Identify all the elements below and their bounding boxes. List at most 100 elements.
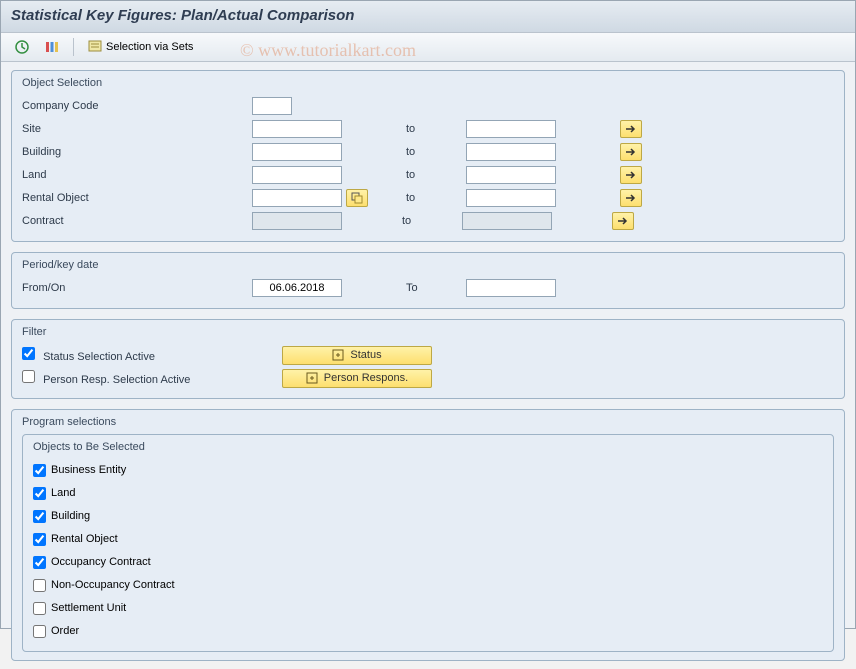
- expand-icon: [306, 372, 318, 384]
- text-person-selection: Person Resp. Selection Active: [43, 374, 190, 386]
- lbl-business-entity: Business Entity: [51, 464, 126, 476]
- lbl-obj-building: Building: [51, 510, 90, 522]
- lbl-obj-rental-object: Rental Object: [51, 533, 118, 545]
- row-obj-building: Building: [33, 505, 823, 527]
- status-button-label: Status: [350, 349, 381, 361]
- clock-execute-icon: [14, 39, 30, 55]
- page-title: Statistical Key Figures: Plan/Actual Com…: [11, 7, 845, 24]
- row-obj-occupancy-contract: Occupancy Contract: [33, 551, 823, 573]
- lookup-rental-object[interactable]: [346, 189, 368, 207]
- selection-sets-icon: [87, 39, 103, 55]
- input-rental-object-from[interactable]: [252, 189, 342, 207]
- row-obj-rental-object: Rental Object: [33, 528, 823, 550]
- lbl-order: Order: [51, 625, 79, 637]
- input-company-code[interactable]: [252, 97, 292, 115]
- label-from-on: From/On: [22, 282, 252, 294]
- row-building: Building to: [22, 141, 834, 163]
- arrow-right-icon: [617, 216, 629, 226]
- to-label-building: to: [406, 146, 466, 158]
- input-contract-to: [462, 212, 552, 230]
- chk-non-occupancy-contract[interactable]: [33, 579, 46, 592]
- execute-button[interactable]: [9, 36, 35, 58]
- toolbar: Selection via Sets: [1, 33, 855, 62]
- label-period-to: To: [406, 282, 466, 294]
- variant-icon: [44, 39, 60, 55]
- multi-select-contract[interactable]: [612, 212, 634, 230]
- to-label-land: to: [406, 169, 466, 181]
- row-contract: Contract to: [22, 210, 834, 232]
- multi-select-site[interactable]: [620, 120, 642, 138]
- input-site-to[interactable]: [466, 120, 556, 138]
- label-rental-object: Rental Object: [22, 192, 252, 204]
- input-from-date[interactable]: [252, 279, 342, 297]
- row-site: Site to: [22, 118, 834, 140]
- input-site-from[interactable]: [252, 120, 342, 138]
- text-status-selection: Status Selection Active: [43, 351, 155, 363]
- input-land-to[interactable]: [466, 166, 556, 184]
- input-building-to[interactable]: [466, 143, 556, 161]
- status-button[interactable]: Status: [282, 346, 432, 365]
- title-bar: Statistical Key Figures: Plan/Actual Com…: [1, 1, 855, 33]
- chk-business-entity[interactable]: [33, 464, 46, 477]
- chk-order[interactable]: [33, 625, 46, 638]
- content-area: Object Selection Company Code Site to Bu…: [1, 62, 855, 669]
- program-selections-legend: Program selections: [22, 416, 834, 428]
- person-respons-button-label: Person Respons.: [324, 372, 408, 384]
- label-building: Building: [22, 146, 252, 158]
- input-contract-from: [252, 212, 342, 230]
- lbl-settlement-unit: Settlement Unit: [51, 602, 126, 614]
- row-obj-non-occupancy-contract: Non-Occupancy Contract: [33, 574, 823, 596]
- arrow-right-icon: [625, 193, 637, 203]
- chk-status-selection[interactable]: [22, 347, 35, 360]
- period-legend: Period/key date: [22, 259, 834, 271]
- objects-to-be-selected-legend: Objects to Be Selected: [33, 441, 823, 453]
- row-company-code: Company Code: [22, 95, 834, 117]
- search-help-icon: [351, 192, 363, 204]
- input-rental-object-to[interactable]: [466, 189, 556, 207]
- lbl-non-occupancy-contract: Non-Occupancy Contract: [51, 579, 175, 591]
- filter-legend: Filter: [22, 326, 834, 338]
- expand-icon: [332, 349, 344, 361]
- row-period: From/On To: [22, 277, 834, 299]
- chk-obj-building[interactable]: [33, 510, 46, 523]
- program-selections-group: Program selections Objects to Be Selecte…: [11, 409, 845, 661]
- selection-via-sets-label: Selection via Sets: [106, 41, 193, 53]
- arrow-right-icon: [625, 124, 637, 134]
- row-obj-business-entity: Business Entity: [33, 459, 823, 481]
- label-contract: Contract: [22, 215, 252, 227]
- person-respons-button[interactable]: Person Respons.: [282, 369, 432, 388]
- chk-obj-land[interactable]: [33, 487, 46, 500]
- lbl-obj-land: Land: [51, 487, 75, 499]
- row-person-filter: Person Resp. Selection Active Person Res…: [22, 367, 834, 389]
- multi-select-rental-object[interactable]: [620, 189, 642, 207]
- object-selection-group: Object Selection Company Code Site to Bu…: [11, 70, 845, 242]
- chk-settlement-unit[interactable]: [33, 602, 46, 615]
- multi-select-land[interactable]: [620, 166, 642, 184]
- object-selection-legend: Object Selection: [22, 77, 834, 89]
- row-obj-settlement-unit: Settlement Unit: [33, 597, 823, 619]
- to-label-contract: to: [402, 215, 462, 227]
- input-building-from[interactable]: [252, 143, 342, 161]
- to-label-site: to: [406, 123, 466, 135]
- row-status-filter: Status Selection Active Status: [22, 344, 834, 366]
- row-land: Land to: [22, 164, 834, 186]
- label-person-selection: Person Resp. Selection Active: [22, 370, 252, 386]
- chk-obj-rental-object[interactable]: [33, 533, 46, 546]
- row-obj-order: Order: [33, 620, 823, 642]
- label-status-selection: Status Selection Active: [22, 347, 252, 363]
- variant-button[interactable]: [39, 36, 65, 58]
- selection-via-sets-button[interactable]: Selection via Sets: [82, 36, 198, 58]
- label-company-code: Company Code: [22, 100, 252, 112]
- label-land: Land: [22, 169, 252, 181]
- input-to-date[interactable]: [466, 279, 556, 297]
- chk-occupancy-contract[interactable]: [33, 556, 46, 569]
- objects-to-be-selected-group: Objects to Be Selected Business Entity L…: [22, 434, 834, 652]
- multi-select-building[interactable]: [620, 143, 642, 161]
- row-obj-land: Land: [33, 482, 823, 504]
- input-land-from[interactable]: [252, 166, 342, 184]
- arrow-right-icon: [625, 147, 637, 157]
- arrow-right-icon: [625, 170, 637, 180]
- label-site: Site: [22, 123, 252, 135]
- app-window: Statistical Key Figures: Plan/Actual Com…: [0, 0, 856, 629]
- chk-person-selection[interactable]: [22, 370, 35, 383]
